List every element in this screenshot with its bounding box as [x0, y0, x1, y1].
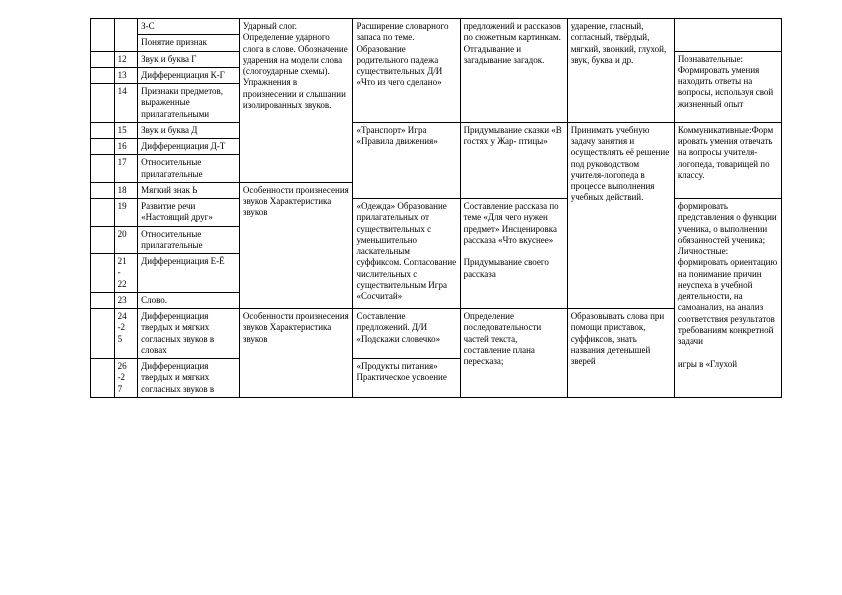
topic-cell: Относительные прилагательные	[138, 226, 240, 254]
cell-empty	[91, 199, 115, 227]
topic-cell: Дифференциация Д-Т	[138, 139, 240, 155]
uud-cell: Коммуникативные:Формировать умения отвеч…	[674, 122, 781, 198]
num-cell: 21 - 22	[114, 254, 138, 293]
topic-cell: Мягкий знак Ь	[138, 182, 240, 198]
topic-cell: Развитие речи «Настоящий друг»	[138, 199, 240, 227]
num-cell: 18	[114, 182, 138, 198]
cell-empty	[91, 254, 115, 293]
cell-empty	[91, 19, 115, 52]
vocab-cell: «Продукты питания» Практическое усвоение	[353, 359, 460, 398]
topic-cell: Дифференциация К-Г	[138, 67, 240, 83]
speech-cell: Определение последовательности частей те…	[460, 309, 567, 398]
num-cell: 26 -2 7	[114, 359, 138, 398]
topic-cell: Дифференциация твердых и мягких согласны…	[138, 309, 240, 359]
cell-empty	[91, 309, 115, 359]
curriculum-table: З-С Ударный слог. Определение ударного с…	[90, 18, 782, 398]
num-cell: 20	[114, 226, 138, 254]
terms-cell: Образовывать слова при помощи приставок,…	[567, 309, 674, 398]
cell-empty	[91, 292, 115, 308]
uud-cell: формировать представления о функции учен…	[674, 199, 781, 398]
num-cell: 17	[114, 155, 138, 183]
num-cell: 13	[114, 67, 138, 83]
topic-cell: Звук и буква Г	[138, 51, 240, 67]
num-cell: 16	[114, 139, 138, 155]
phonetics-cell: Ударный слог. Определение ударного слога…	[239, 19, 353, 183]
topic-cell: Признаки предметов, выраженные прилагате…	[138, 84, 240, 123]
num-cell: 19	[114, 199, 138, 227]
speech-cell: Придумывание сказки «В гостях у Жар- пти…	[460, 122, 567, 198]
cell-empty	[91, 67, 115, 83]
speech-cell: предложений и рассказов по сюжетным карт…	[460, 19, 567, 123]
cell-empty	[91, 84, 115, 123]
vocab-cell: «Транспорт» Игра «Правила движения»	[353, 122, 460, 198]
cell-empty	[91, 226, 115, 254]
cell-empty	[91, 359, 115, 398]
terms-cell: Принимать учебную задачу занятия и осуще…	[567, 122, 674, 308]
topic-cell: Дифференциация твердых и мягких согласны…	[138, 359, 240, 398]
cell-empty	[91, 51, 115, 67]
cell-empty	[91, 122, 115, 138]
topic-cell: Слово.	[138, 292, 240, 308]
cell-empty	[114, 19, 138, 52]
uud-cell: Познавательные: Формировать умения наход…	[674, 51, 781, 122]
num-cell: 14	[114, 84, 138, 123]
num-cell: 15	[114, 122, 138, 138]
cell-empty	[91, 182, 115, 198]
cell-empty	[91, 139, 115, 155]
vocab-cell: «Одежда» Образование прилагательных от с…	[353, 199, 460, 309]
empty-cell	[674, 19, 781, 52]
num-cell: 23	[114, 292, 138, 308]
topic-cell: З-С	[138, 19, 240, 35]
topic-cell: Дифференциация Е-Ё	[138, 254, 240, 293]
cell-empty	[91, 155, 115, 183]
vocab-cell: Составление предложений. Д/И «Подскажи с…	[353, 309, 460, 359]
num-cell: 12	[114, 51, 138, 67]
phonetics-cell: Особенности произнесения звуков Характер…	[239, 309, 353, 398]
speech-cell: Составление рассказа по теме «Для чего н…	[460, 199, 567, 309]
topic-cell: Звук и буква Д	[138, 122, 240, 138]
topic-cell: Понятие признак	[138, 35, 240, 51]
terms-cell: ударение, гласный, согласный, твёрдый, м…	[567, 19, 674, 123]
num-cell: 24 -2 5	[114, 309, 138, 359]
topic-cell: Относительные прилагательные	[138, 155, 240, 183]
vocab-cell: Расширение словарного запаса по теме. Об…	[353, 19, 460, 123]
phonetics-cell: Особенности произнесения звуков Характер…	[239, 182, 353, 308]
